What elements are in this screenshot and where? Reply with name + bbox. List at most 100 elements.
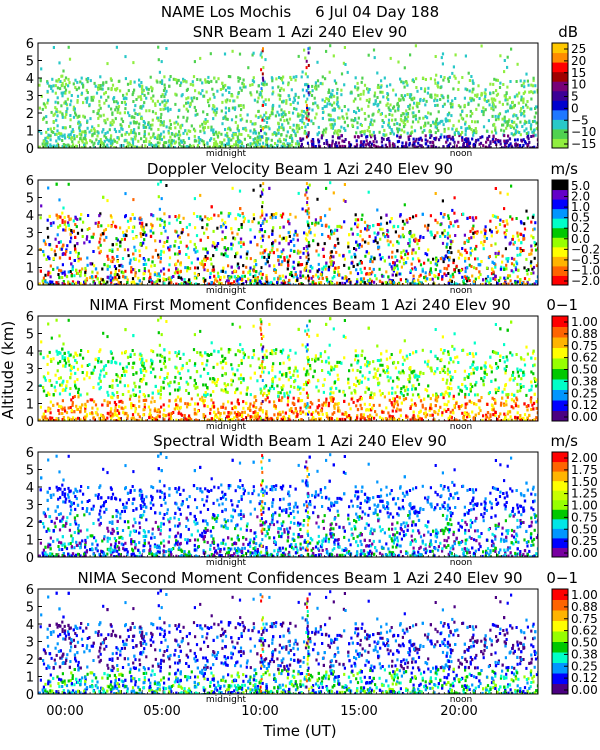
heatmap-cell (489, 140, 492, 144)
heatmap-cell (471, 274, 474, 278)
heatmap-cell (466, 126, 469, 130)
heatmap-cell (491, 138, 494, 142)
heatmap-cell (303, 266, 307, 270)
heatmap-cell (321, 116, 324, 120)
heatmap-cell (61, 126, 64, 130)
heatmap-cell (92, 110, 95, 114)
heatmap-cell (444, 235, 447, 238)
heatmap-cell (499, 276, 502, 280)
heatmap-cell (363, 112, 366, 115)
heatmap-cell (272, 146, 275, 148)
heatmap-cell (197, 91, 200, 95)
heatmap-cell (464, 259, 467, 263)
heatmap-cell (162, 267, 165, 271)
heatmap-cell (420, 144, 423, 148)
heatmap-cell (88, 130, 91, 134)
heatmap-cell (204, 122, 207, 126)
heatmap-cell (178, 250, 181, 254)
heatmap-cell (338, 116, 341, 120)
heatmap-cell (354, 97, 357, 101)
heatmap-cell (323, 105, 326, 109)
heatmap-cell (239, 86, 242, 90)
heatmap-cell (99, 138, 102, 141)
heatmap-cell (356, 272, 360, 276)
heatmap-cell (467, 257, 470, 261)
heatmap-cell (215, 145, 218, 148)
heatmap-cell (503, 134, 506, 138)
heatmap-cell (474, 257, 477, 261)
heatmap-cell (383, 128, 386, 132)
heatmap-cell (333, 94, 336, 98)
heatmap-cell (81, 235, 84, 238)
heatmap-cell (532, 76, 535, 80)
heatmap-cell (262, 78, 265, 82)
heatmap-cell (498, 100, 501, 104)
heatmap-cell (410, 234, 413, 238)
heatmap-cell (452, 261, 455, 265)
heatmap-cell (474, 93, 477, 97)
heatmap-cell (337, 141, 341, 145)
heatmap-cell (471, 137, 474, 141)
heatmap-cell (163, 220, 166, 224)
heatmap-cell (411, 106, 414, 110)
heatmap-cell (110, 143, 113, 147)
heatmap-cell (42, 139, 45, 143)
heatmap-cell (249, 257, 252, 261)
heatmap-cell (363, 266, 366, 270)
heatmap-cell (242, 145, 245, 148)
heatmap-cell (471, 90, 474, 94)
heatmap-cell (138, 249, 141, 253)
heatmap-cell (263, 217, 266, 221)
heatmap-cell (237, 145, 240, 148)
heatmap-cell (515, 123, 518, 127)
heatmap-cell (417, 120, 420, 124)
heatmap-cell (489, 277, 492, 281)
heatmap-cell (287, 218, 290, 222)
heatmap-cell (387, 235, 390, 239)
heatmap-cell (279, 94, 282, 98)
y-tick-label: 0 (26, 142, 34, 157)
heatmap-cell (289, 136, 292, 139)
heatmap-cell (530, 123, 533, 127)
heatmap-cell (198, 141, 201, 145)
heatmap-cell (143, 133, 146, 136)
heatmap-cell (360, 80, 363, 84)
heatmap-cell (516, 130, 519, 134)
heatmap-cell (61, 113, 64, 117)
heatmap-cell (464, 266, 467, 270)
heatmap-cell (150, 226, 154, 230)
heatmap-cell (62, 69, 65, 73)
heatmap-cell (68, 256, 71, 260)
heatmap-cell (107, 104, 110, 108)
heatmap-cell (202, 110, 205, 114)
heatmap-cell (409, 271, 412, 274)
heatmap-cell (111, 278, 114, 282)
heatmap-cell (162, 226, 166, 229)
heatmap-cell (465, 277, 468, 280)
heatmap-cell (304, 131, 307, 135)
heatmap-cell (224, 99, 227, 103)
heatmap-cell (40, 204, 43, 208)
heatmap-cell (354, 283, 357, 285)
heatmap-cell (415, 86, 418, 89)
heatmap-cell (68, 81, 71, 85)
heatmap-cell (374, 274, 377, 278)
heatmap-cell (367, 224, 370, 228)
heatmap-cell (302, 114, 305, 118)
heatmap-cell (249, 120, 252, 124)
heatmap-cell (131, 93, 134, 97)
heatmap-cell (484, 92, 487, 96)
heatmap-cell (323, 100, 327, 103)
heatmap-cell (207, 81, 210, 84)
heatmap-cell (381, 274, 384, 278)
heatmap-cell (308, 183, 311, 187)
heatmap-cell (519, 110, 522, 113)
heatmap-cell (412, 78, 415, 82)
heatmap-cell (354, 85, 357, 89)
heatmap-cell (439, 98, 442, 101)
heatmap-cell (160, 231, 163, 235)
heatmap-cell (202, 263, 205, 267)
heatmap-cell (199, 215, 202, 219)
heatmap-cell (443, 213, 446, 216)
heatmap-cell (161, 100, 164, 104)
